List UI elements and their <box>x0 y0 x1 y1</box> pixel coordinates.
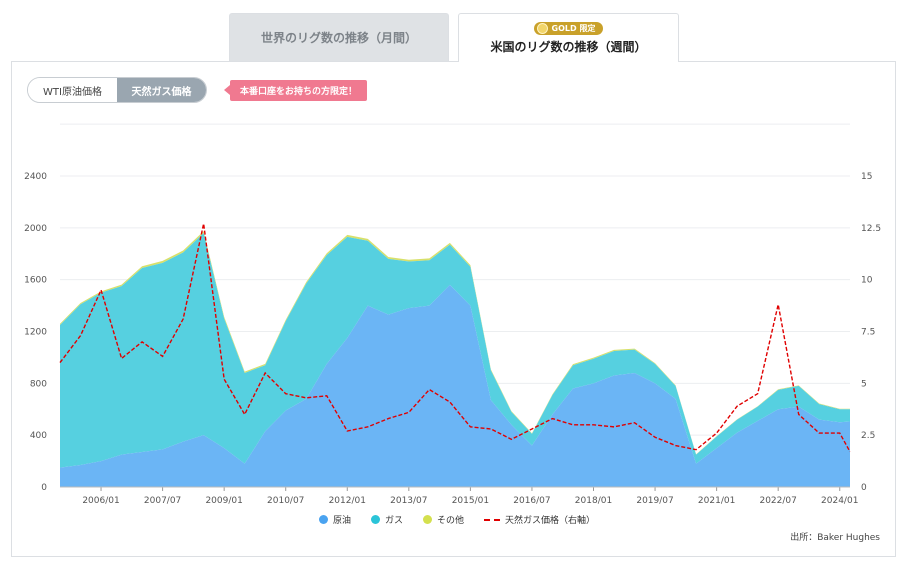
area-series <box>60 231 850 487</box>
x-axis: 2006/01 2007/07 2009/01 2010/07 2012/01 2013/… <box>60 486 858 506</box>
legend-other-marker <box>423 515 432 524</box>
price-toggle: WTI原油価格 天然ガス価格 <box>27 77 207 103</box>
legend: 原油 ガス その他 天然ガス価格（右軸） <box>0 513 914 526</box>
price-line-series <box>59 223 851 453</box>
x-tick-label: 2024/01 <box>821 496 858 506</box>
y-left-tick-label: 0 <box>41 483 47 493</box>
legend-price-marker <box>484 518 501 521</box>
source-note: 出所：Baker Hughes <box>790 533 880 543</box>
x-tick-label: 2015/01 <box>452 496 489 506</box>
y-right-tick-label: 10 <box>861 276 873 286</box>
legend-oil-label: 原油 <box>332 516 351 526</box>
y-left-tick-label: 800 <box>30 379 47 389</box>
tab-world-rig-count[interactable]: 世界のリグ数の推移（月間） <box>229 13 449 61</box>
x-tick-label: 2007/07 <box>144 496 181 506</box>
x-tick-label: 2018/01 <box>575 496 612 506</box>
y-left-tick-label: 2400 <box>24 172 47 182</box>
y-right-tick-label: 15 <box>861 172 872 182</box>
x-tick-label: 2009/01 <box>205 496 242 506</box>
y-right-tick-label: 5 <box>861 379 867 389</box>
x-tick-label: 2012/01 <box>329 496 366 506</box>
y-left-tick-label: 1200 <box>24 328 47 338</box>
legend-oil-marker <box>318 515 328 524</box>
x-tick-label: 2019/07 <box>636 496 673 506</box>
legend-item-price[interactable]: 天然ガス価格（右軸） <box>484 513 595 526</box>
toggle-wti-price[interactable]: WTI原油価格 <box>28 78 117 102</box>
area-gas <box>60 233 850 468</box>
legend-item-oil[interactable]: 原油 <box>318 513 351 526</box>
tab-us-rig-count[interactable]: GOLD 限定 米国のリグ数の推移（週間） <box>458 13 679 62</box>
x-tick-label: 2010/07 <box>267 496 304 506</box>
tab-us-rig-count-label: 米国のリグ数の推移（週間） <box>490 39 647 54</box>
legend-price-label: 天然ガス価格（右軸） <box>505 516 596 526</box>
x-tick-label: 2022/07 <box>759 496 796 506</box>
y-left-tick-label: 400 <box>30 431 47 441</box>
y-axis-left: 0 400 800 1200 1600 2000 2400 <box>24 172 47 493</box>
tab-world-rig-count-label: 世界のリグ数の推移（月間） <box>260 31 417 45</box>
gold-coin-icon <box>536 22 548 34</box>
y-right-tick-label: 12.5 <box>861 224 881 234</box>
x-tick-label: 2016/07 <box>513 496 550 506</box>
x-tick-label: 2013/07 <box>390 496 427 506</box>
toggle-natural-gas-price[interactable]: 天然ガス価格 <box>117 78 206 102</box>
x-tick-label: 2006/01 <box>82 496 119 506</box>
y-left-tick-label: 1600 <box>24 276 47 286</box>
y-right-tick-label: 7.5 <box>861 328 875 338</box>
gold-badge-label: GOLD 限定 <box>551 23 596 33</box>
area-oil <box>60 284 850 487</box>
y-right-tick-label: 0 <box>861 483 867 493</box>
line-natural-gas-price <box>59 223 851 453</box>
legend-item-other[interactable]: その他 <box>423 513 464 526</box>
legend-gas-marker <box>370 515 380 524</box>
gold-badge: GOLD 限定 <box>533 21 604 35</box>
y-right-tick-label: 2.5 <box>861 431 875 441</box>
y-axis-right: 0 2.5 5 7.5 10 12.5 15 <box>861 172 881 493</box>
legend-gas-label: ガス <box>384 516 403 526</box>
promo-label: 本番口座をお持ちの方限定！ <box>223 80 368 101</box>
legend-other-label: その他 <box>437 516 465 526</box>
legend-item-gas[interactable]: ガス <box>370 513 403 526</box>
y-left-tick-label: 2000 <box>24 224 47 234</box>
x-tick-label: 2021/01 <box>698 496 735 506</box>
